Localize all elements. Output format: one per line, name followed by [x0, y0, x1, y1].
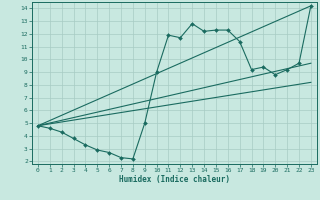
- X-axis label: Humidex (Indice chaleur): Humidex (Indice chaleur): [119, 175, 230, 184]
